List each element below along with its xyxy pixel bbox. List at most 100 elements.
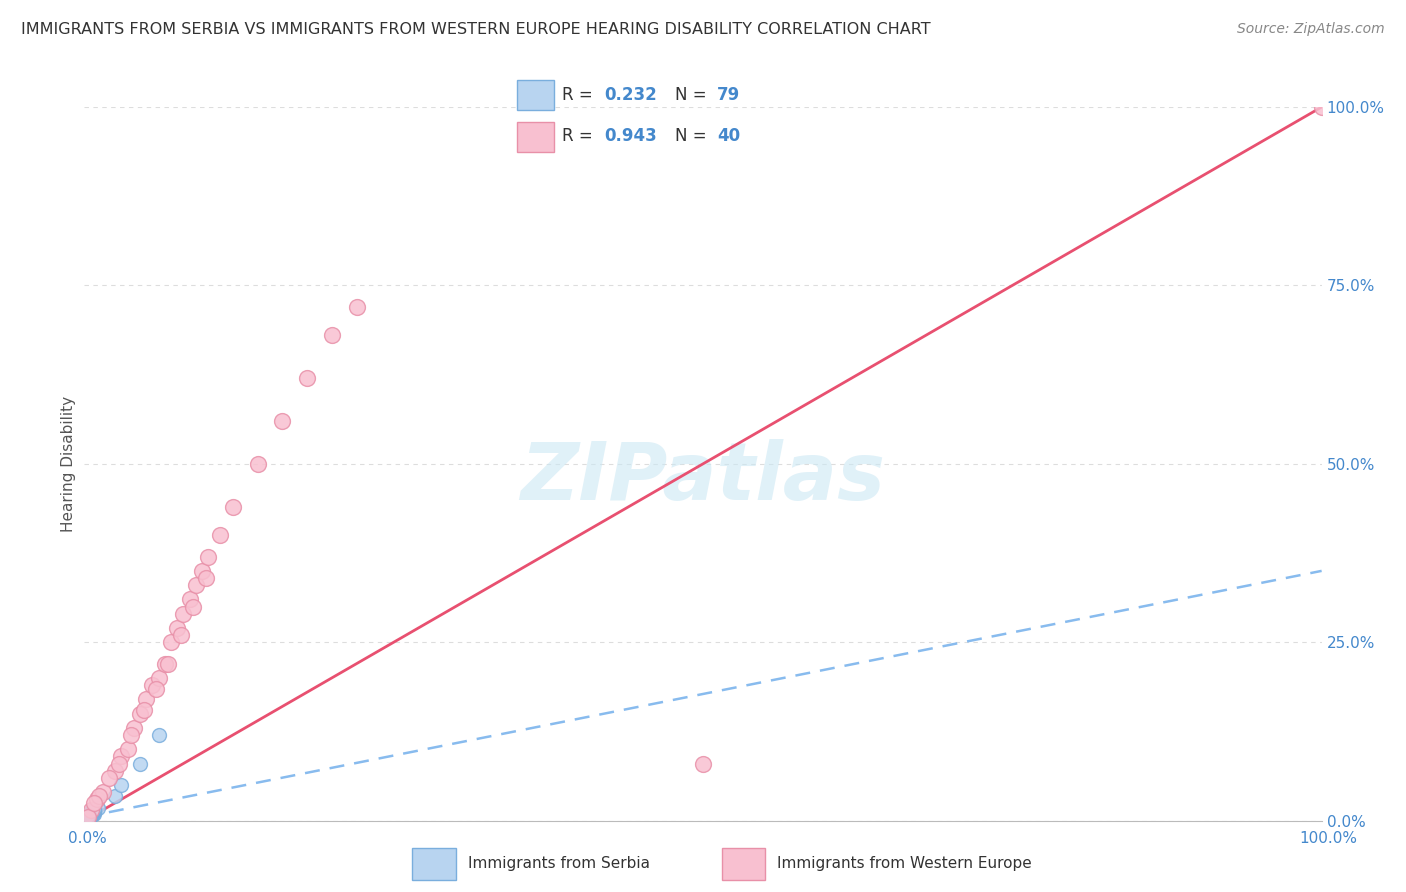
Point [79,806,101,821]
Point [79,808,101,822]
Text: ZIPatlas: ZIPatlas [520,439,886,517]
Point [194,571,217,585]
Point [80,805,103,819]
Point [77,809,100,823]
Point [157,657,180,671]
Point [77,810,100,824]
Text: N =: N = [675,128,711,145]
Point [295,371,318,385]
Text: Source: ZipAtlas.com: Source: ZipAtlas.com [1237,22,1385,37]
Point [79,808,101,822]
Point [77,808,100,822]
Point [122,721,145,735]
Point [79,803,101,817]
Point [76,811,98,825]
Point [79,808,101,822]
Point [84,803,107,817]
Point [191,564,214,578]
Point [346,300,368,314]
Point [77,810,100,824]
Point [110,778,132,792]
Point [132,703,155,717]
Point [209,528,232,542]
Point [108,756,131,771]
Point [104,789,127,803]
Point [82,804,104,818]
Point [222,500,245,514]
Point [79,809,101,823]
Point [76,810,98,824]
Point [692,756,714,771]
Point [77,811,100,825]
Point [79,807,101,822]
Point [197,549,219,564]
Point [98,771,121,785]
Point [80,805,103,819]
Text: Immigrants from Serbia: Immigrants from Serbia [468,855,650,871]
Point [148,728,170,742]
Point [77,810,100,824]
FancyBboxPatch shape [517,80,554,110]
Point [181,599,204,614]
Point [80,806,103,821]
Point [80,805,103,820]
Point [79,806,101,821]
Point [79,808,101,822]
Point [166,621,188,635]
Point [80,805,103,819]
Point [76,811,98,825]
Point [79,805,101,820]
Point [153,657,176,671]
Point [82,807,104,822]
Point [1310,100,1333,114]
FancyBboxPatch shape [517,122,554,152]
Point [129,756,152,771]
Point [77,810,100,824]
Point [120,728,142,742]
Point [82,803,104,817]
Point [79,808,101,822]
Point [83,796,105,810]
Point [76,812,98,826]
Point [76,812,98,826]
Point [104,764,127,778]
Point [172,607,194,621]
Point [271,414,294,428]
Point [77,808,100,822]
Point [80,805,103,819]
Point [80,805,103,820]
Point [160,635,183,649]
Point [129,706,152,721]
Point [80,805,103,819]
Point [77,809,100,823]
Point [79,807,101,822]
Point [87,801,110,815]
Point [77,811,100,825]
Point [83,802,105,816]
Text: 100.0%: 100.0% [1299,831,1358,846]
Point [79,809,101,823]
Point [80,805,103,819]
Point [246,457,269,471]
Point [83,806,105,821]
Point [321,328,343,343]
Text: 40: 40 [717,128,740,145]
Point [82,804,104,818]
Point [77,810,100,824]
Point [79,808,101,822]
Point [79,806,101,821]
Point [141,678,163,692]
Point [79,808,101,822]
Point [79,807,101,822]
Point [179,592,201,607]
Point [76,812,98,826]
Point [83,802,105,816]
Text: Immigrants from Western Europe: Immigrants from Western Europe [778,855,1032,871]
Point [79,808,101,822]
Text: N =: N = [675,87,711,104]
Point [79,807,101,822]
Text: 79: 79 [717,87,741,104]
Point [83,805,105,819]
Point [79,809,101,823]
Point [83,803,105,817]
